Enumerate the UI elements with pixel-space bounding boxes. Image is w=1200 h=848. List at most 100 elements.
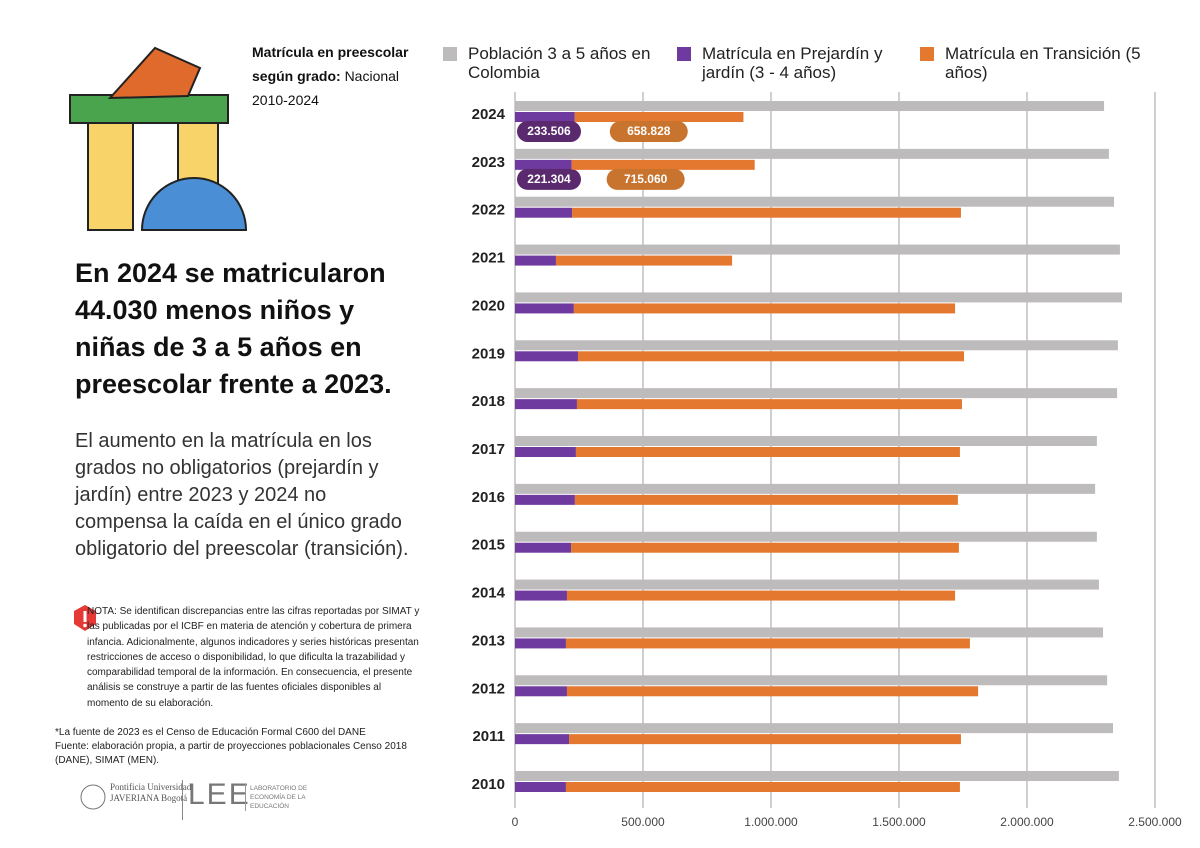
bar bbox=[515, 447, 576, 457]
y-tick-label: 2013 bbox=[472, 632, 505, 649]
legend-label: Matrícula en Prejardín y jardín (3 - 4 a… bbox=[702, 44, 883, 82]
x-tick-label: 1.500.000 bbox=[872, 815, 926, 829]
description: El aumento en la matrícula en los grados… bbox=[75, 430, 409, 560]
value-label-bg bbox=[606, 168, 685, 190]
y-tick-label: 2024 bbox=[472, 106, 506, 123]
y-tick-label: 2023 bbox=[472, 154, 505, 171]
bar bbox=[515, 627, 1104, 638]
bar bbox=[515, 771, 1119, 781]
y-tick-label: 2015 bbox=[472, 537, 505, 554]
bar bbox=[515, 148, 1109, 159]
block bbox=[140, 177, 248, 231]
bar bbox=[515, 579, 1099, 590]
y-tick-label: 2011 bbox=[472, 728, 505, 745]
bar bbox=[574, 112, 744, 122]
bar bbox=[515, 101, 1105, 111]
x-tick-label: 500.000 bbox=[621, 815, 665, 829]
bar bbox=[571, 542, 959, 553]
y-tick-label: 2018 bbox=[472, 393, 505, 410]
value-label-bg bbox=[517, 121, 581, 142]
bar bbox=[515, 734, 570, 745]
value-label-bg bbox=[517, 168, 581, 190]
logo-text: Pontificia Universidad JAVERIANA Bogotá bbox=[110, 782, 192, 803]
bar bbox=[515, 531, 1097, 542]
bar bbox=[515, 196, 1115, 207]
note: NOTA: Se identifican discrepancias entre… bbox=[87, 606, 420, 709]
blocks-illustration bbox=[69, 46, 248, 231]
x-tick-label: 0 bbox=[512, 815, 519, 829]
bar bbox=[515, 686, 567, 697]
title: Matrícula en preescolar según grado: bbox=[252, 44, 409, 84]
y-tick-label: 2012 bbox=[472, 680, 505, 697]
bar bbox=[515, 483, 1096, 494]
bar bbox=[573, 303, 956, 314]
y-tick-label: 2017 bbox=[472, 441, 505, 458]
legend-label: Matrícula en Transición (5 años) bbox=[945, 44, 1141, 82]
bar bbox=[515, 351, 578, 362]
bar bbox=[565, 638, 970, 649]
y-tick-label: 2022 bbox=[472, 202, 505, 219]
value-label: 221.304 bbox=[527, 172, 571, 186]
value-label: 715.060 bbox=[624, 172, 668, 186]
block bbox=[87, 109, 134, 231]
y-tick-label: 2019 bbox=[472, 345, 505, 362]
logo-lee: LEE bbox=[188, 778, 251, 811]
bar bbox=[515, 590, 567, 601]
value-label: 658.828 bbox=[627, 124, 671, 138]
chart-heading: Matrícula en preescolar según grado: Nac… bbox=[252, 40, 412, 112]
source: Fuente: elaboración propia, a partir de … bbox=[55, 741, 407, 766]
bar bbox=[515, 723, 1114, 734]
bar bbox=[574, 494, 958, 505]
bar bbox=[515, 782, 566, 792]
bar bbox=[515, 436, 1097, 446]
bar bbox=[577, 351, 965, 362]
y-tick-label: 2020 bbox=[472, 297, 505, 314]
bar bbox=[572, 207, 961, 218]
bar bbox=[575, 447, 960, 457]
bar bbox=[515, 638, 566, 649]
bar bbox=[569, 734, 961, 745]
bar bbox=[576, 399, 962, 410]
subtitle: Nacional 2010-2024 bbox=[252, 68, 400, 108]
bar bbox=[515, 159, 572, 170]
bar bbox=[515, 244, 1120, 255]
bar bbox=[515, 340, 1118, 351]
x-tick-label: 2.000.000 bbox=[1000, 815, 1054, 829]
warning-icon bbox=[74, 605, 96, 631]
value-label: 233.506 bbox=[527, 124, 571, 138]
legend-swatch bbox=[920, 47, 934, 61]
bar bbox=[571, 159, 755, 170]
legend-label: Población 3 a 5 años en Colombia bbox=[468, 44, 651, 82]
bar bbox=[515, 494, 575, 505]
y-tick-label: 2010 bbox=[472, 776, 505, 793]
bar bbox=[515, 207, 573, 218]
headline: En 2024 se matricularon 44.030 menos niñ… bbox=[75, 258, 392, 399]
y-tick-label: 2014 bbox=[472, 585, 506, 602]
bar bbox=[515, 399, 577, 410]
block bbox=[107, 46, 202, 100]
y-tick-label: 2021 bbox=[472, 250, 505, 267]
bar bbox=[515, 303, 574, 314]
bar bbox=[515, 255, 556, 266]
bar bbox=[515, 675, 1108, 686]
bar bbox=[555, 255, 733, 266]
value-label-bg bbox=[609, 121, 688, 142]
bar bbox=[515, 388, 1118, 399]
sources: *La fuente de 2023 es el Censo de Educac… bbox=[55, 726, 415, 768]
legend-swatch bbox=[677, 47, 691, 61]
bar bbox=[515, 292, 1122, 303]
bar bbox=[515, 542, 572, 553]
legend-swatch bbox=[443, 47, 457, 61]
block bbox=[69, 94, 229, 124]
y-tick-label: 2016 bbox=[472, 489, 505, 506]
bar bbox=[565, 782, 960, 792]
bar bbox=[566, 590, 956, 601]
bar bbox=[515, 112, 575, 122]
logo-university: Pontificia Universidad JAVERIANA Bogotá bbox=[80, 782, 210, 810]
logo-lab-name: LABORATORIO DE ECONOMÍA DE LA EDUCACIÓN bbox=[245, 784, 325, 811]
bar bbox=[566, 686, 979, 697]
x-tick-label: 2.500.000 bbox=[1128, 815, 1182, 829]
x-tick-label: 1.000.000 bbox=[744, 815, 798, 829]
